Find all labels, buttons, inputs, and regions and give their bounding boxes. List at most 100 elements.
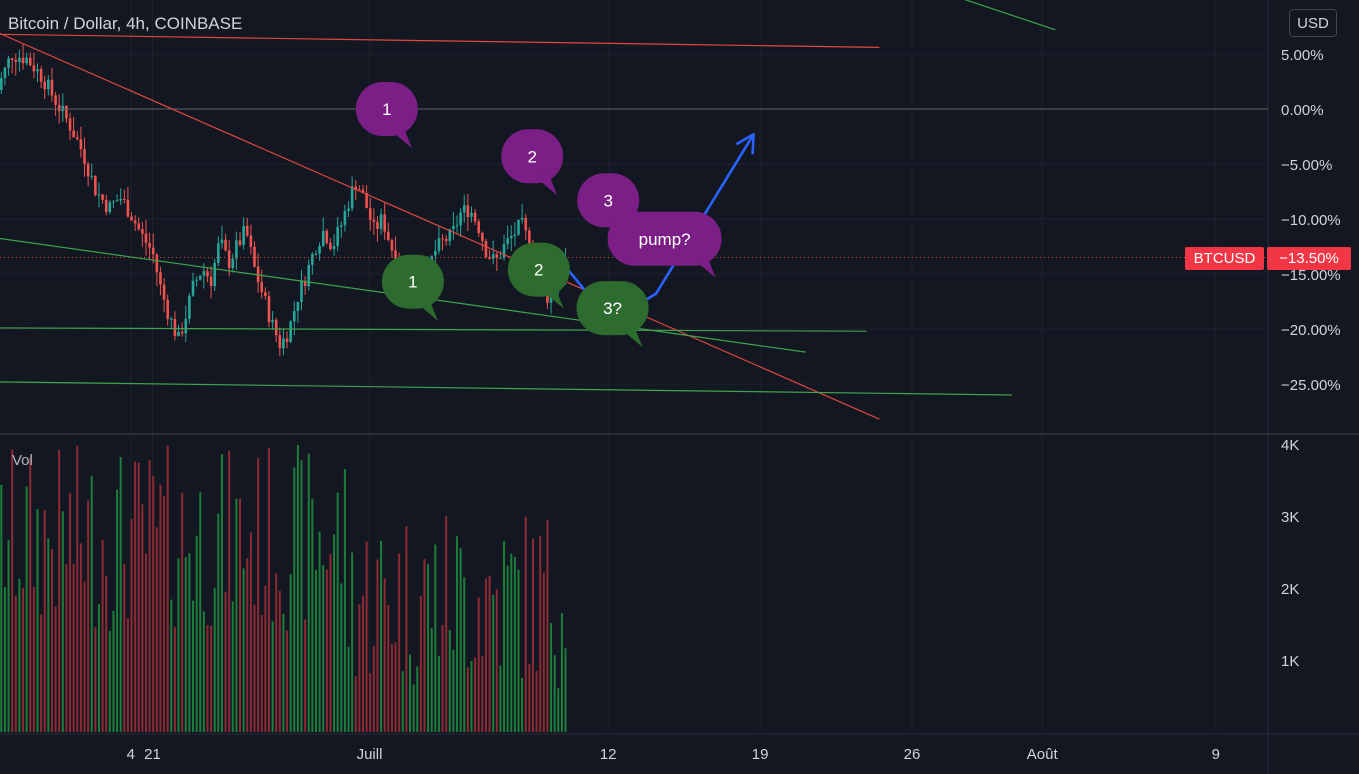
volume-bar bbox=[560, 613, 563, 732]
candle-body bbox=[520, 217, 524, 220]
volume-bar bbox=[524, 516, 527, 732]
candle-body bbox=[7, 58, 10, 68]
candle-body bbox=[65, 105, 68, 119]
axes: 5.00% 0.00% −5.00% −10.00% −15.00% −20.00% −25… bbox=[127, 47, 1341, 763]
volume-bar bbox=[477, 597, 480, 732]
candle-body bbox=[235, 240, 238, 259]
candle-body bbox=[209, 276, 213, 287]
volume-bar bbox=[87, 500, 90, 732]
bubble-text: 3? bbox=[603, 299, 622, 318]
price-value-badge: −13.50% bbox=[1267, 247, 1351, 270]
volume-bar bbox=[257, 458, 260, 732]
volume-bar bbox=[535, 670, 538, 732]
annotation-bubble-purple: 2 bbox=[501, 129, 564, 196]
volume-bar bbox=[351, 552, 354, 732]
candle-body bbox=[318, 246, 321, 254]
candle-body bbox=[282, 338, 285, 349]
volume-bar bbox=[144, 553, 147, 732]
volume-tick-label: 1K bbox=[1281, 653, 1299, 670]
candle-body bbox=[148, 242, 151, 248]
candle-body bbox=[368, 208, 372, 220]
volume-bar bbox=[58, 449, 61, 732]
volume-bar bbox=[105, 575, 108, 732]
volume-tick-label: 2K bbox=[1281, 581, 1299, 598]
volume-bar bbox=[231, 601, 234, 732]
candle-body bbox=[141, 229, 144, 234]
volume-bar bbox=[394, 642, 397, 732]
volume-bar bbox=[470, 660, 473, 732]
candle-body bbox=[264, 292, 267, 297]
volume-bar bbox=[65, 564, 68, 732]
candle-body bbox=[18, 57, 21, 62]
bubble-tail bbox=[387, 128, 412, 148]
candle-body bbox=[365, 193, 368, 209]
candle-body bbox=[470, 212, 473, 217]
volume-bar bbox=[343, 469, 346, 732]
volume-bar bbox=[253, 604, 256, 732]
candle-body bbox=[188, 295, 191, 319]
candle-body bbox=[339, 225, 343, 227]
candle-body bbox=[249, 235, 253, 247]
volume-bar bbox=[0, 484, 3, 732]
candle-body bbox=[115, 200, 119, 202]
volume-bar bbox=[155, 527, 158, 732]
candle-body bbox=[119, 198, 122, 201]
candle-body bbox=[75, 137, 79, 140]
candle-body bbox=[112, 201, 115, 203]
x-tick-label: 9 bbox=[1212, 746, 1220, 763]
candle-body bbox=[379, 214, 383, 229]
candle-body bbox=[481, 232, 484, 242]
volume-bar bbox=[275, 573, 278, 732]
volume-bar bbox=[286, 630, 289, 732]
volume-bar bbox=[246, 558, 249, 732]
candle-body bbox=[289, 321, 292, 342]
candle-body bbox=[278, 335, 282, 349]
candle-body bbox=[448, 228, 452, 242]
annotation-bubble-green: 1 bbox=[381, 254, 444, 321]
bubble-body bbox=[381, 254, 444, 309]
candle-body bbox=[477, 221, 481, 233]
volume-bar bbox=[83, 581, 86, 732]
volume-bar bbox=[213, 587, 216, 732]
volume-bar bbox=[492, 594, 495, 732]
candle-body bbox=[137, 223, 141, 230]
annotation-bubble-green: 2 bbox=[507, 242, 570, 309]
volume-bar bbox=[188, 553, 191, 732]
candle-body bbox=[274, 319, 278, 336]
candle-body bbox=[517, 219, 520, 235]
volume-bar bbox=[217, 513, 220, 732]
y-tick-label: 0.00% bbox=[1281, 102, 1324, 119]
volume-bar bbox=[36, 508, 39, 732]
volume-bar bbox=[112, 610, 115, 732]
candle-body bbox=[528, 230, 531, 252]
candle-body bbox=[495, 254, 499, 258]
bubble-body bbox=[355, 82, 418, 136]
candle-body bbox=[3, 67, 7, 79]
candle-body bbox=[28, 57, 32, 66]
candle-body bbox=[452, 226, 455, 229]
trendline-green bbox=[964, 0, 1056, 31]
candle-body bbox=[260, 282, 264, 293]
candle-body bbox=[343, 211, 347, 226]
volume-bar bbox=[510, 553, 513, 732]
candle-body bbox=[524, 217, 528, 231]
candle-body bbox=[434, 250, 437, 256]
volume-bar bbox=[416, 666, 419, 732]
volume-bar bbox=[76, 445, 79, 732]
candle-body bbox=[72, 130, 75, 138]
currency-button[interactable]: USD bbox=[1289, 9, 1337, 37]
volume-bar bbox=[390, 644, 393, 732]
volume-bar bbox=[7, 539, 10, 732]
trendline-red bbox=[0, 32, 880, 420]
candle-body bbox=[303, 280, 307, 287]
volume-bar bbox=[430, 627, 433, 732]
candle-body bbox=[325, 230, 329, 243]
candle-body bbox=[484, 241, 488, 258]
volume-bar bbox=[434, 544, 437, 732]
candle-body bbox=[329, 242, 332, 250]
trendline-red bbox=[0, 33, 880, 48]
candle-body bbox=[184, 318, 188, 334]
volume-bar bbox=[264, 585, 267, 732]
volume-bar bbox=[437, 655, 440, 732]
